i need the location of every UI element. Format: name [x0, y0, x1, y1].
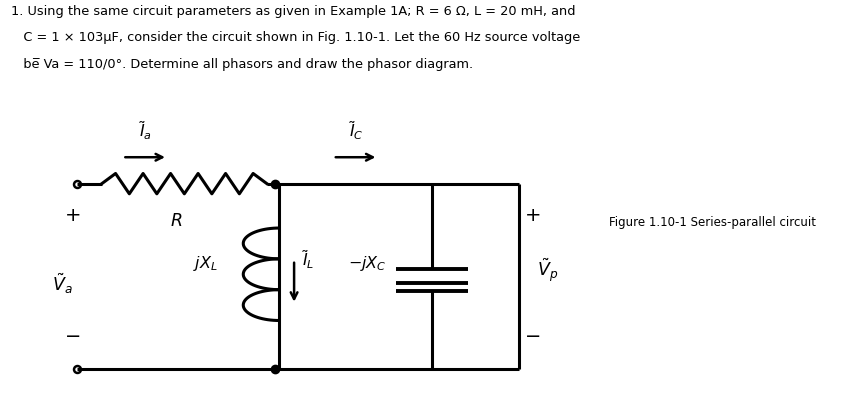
Text: Figure 1.10-1 Series-parallel circuit: Figure 1.10-1 Series-parallel circuit	[610, 216, 816, 229]
Text: $\tilde{V}_p$: $\tilde{V}_p$	[536, 256, 558, 284]
Text: $R$: $R$	[170, 212, 183, 230]
Text: C = 1 × 103μF, consider the circuit shown in Fig. 1.10-1. Let the 60 Hz source v: C = 1 × 103μF, consider the circuit show…	[11, 31, 580, 44]
Text: $\tilde{I}_L$: $\tilde{I}_L$	[302, 248, 315, 271]
Text: −: −	[65, 327, 81, 346]
Text: $jX_L$: $jX_L$	[193, 255, 217, 274]
Text: +: +	[525, 206, 542, 225]
Text: $-jX_C$: $-jX_C$	[348, 255, 387, 274]
Text: $\tilde{V}_a$: $\tilde{V}_a$	[53, 272, 73, 297]
Text: +: +	[65, 206, 81, 225]
Text: −: −	[525, 327, 542, 346]
Text: $\tilde{I}_C$: $\tilde{I}_C$	[349, 119, 363, 142]
Text: $\tilde{I}_a$: $\tilde{I}_a$	[139, 119, 152, 142]
Text: be̅ Va = 110/0°. Determine all phasors and draw the phasor diagram.: be̅ Va = 110/0°. Determine all phasors a…	[11, 58, 474, 70]
Text: 1. Using the same circuit parameters as given in Example 1A; R = 6 Ω, L = 20 mH,: 1. Using the same circuit parameters as …	[11, 5, 575, 18]
